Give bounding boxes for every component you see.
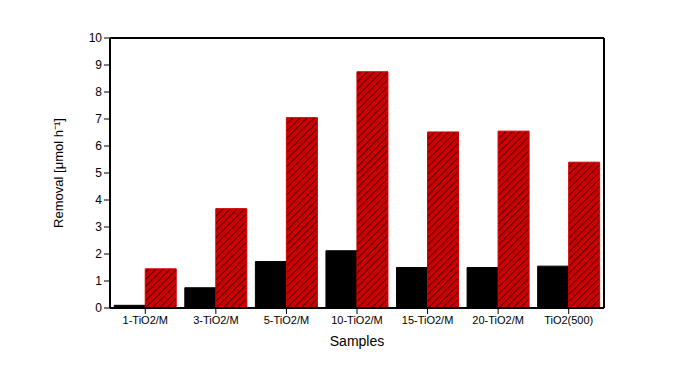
svg-text:5: 5 [95,166,102,180]
svg-text:1: 1 [95,274,102,288]
svg-text:TiO2(500): TiO2(500) [544,314,593,326]
svg-text:5-TiO2/M: 5-TiO2/M [264,314,309,326]
svg-text:7: 7 [95,112,102,126]
svg-text:10: 10 [89,31,103,45]
svg-text:0: 0 [95,301,102,315]
svg-text:15-TiO2/M: 15-TiO2/M [402,314,454,326]
svg-text:10-TiO2/M: 10-TiO2/M [331,314,383,326]
svg-text:Samples: Samples [330,333,384,349]
svg-text:4: 4 [95,193,102,207]
svg-text:6: 6 [95,139,102,153]
svg-text:2: 2 [95,247,102,261]
svg-text:1-TiO2/M: 1-TiO2/M [123,314,168,326]
svg-text:Removal [μmol h⁻¹]: Removal [μmol h⁻¹] [51,118,66,228]
svg-text:3-TiO2/M: 3-TiO2/M [193,314,238,326]
svg-text:8: 8 [95,85,102,99]
svg-text:9: 9 [95,58,102,72]
svg-text:20-TiO2/M: 20-TiO2/M [472,314,524,326]
svg-text:3: 3 [95,220,102,234]
